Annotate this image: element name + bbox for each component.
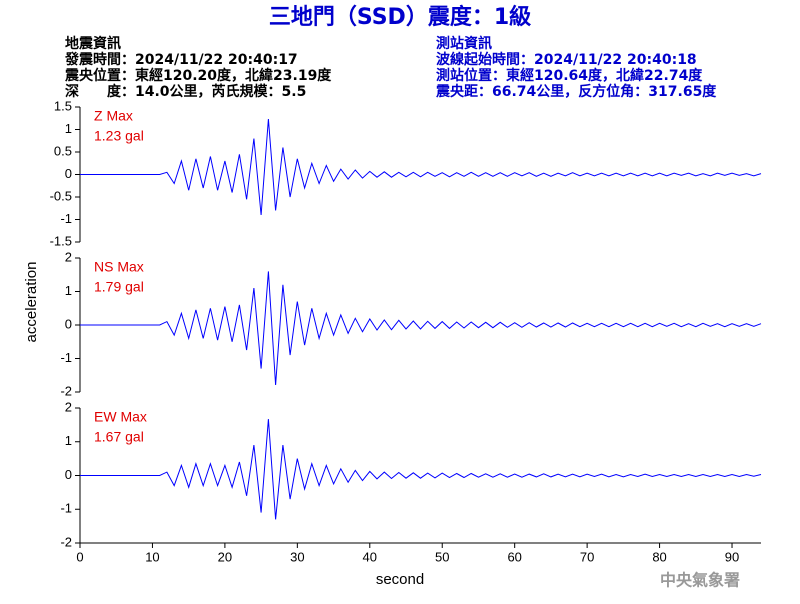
y-tick-label: 0.5 bbox=[54, 143, 72, 158]
x-tick-label: 60 bbox=[507, 549, 521, 564]
x-tick-label: 0 bbox=[76, 549, 83, 564]
waveform bbox=[80, 271, 762, 386]
y-tick-label: 0 bbox=[65, 166, 72, 181]
x-tick-label: 90 bbox=[725, 549, 739, 564]
series-name: EW Max bbox=[94, 409, 147, 425]
series-name: NS Max bbox=[94, 259, 144, 275]
watermark: 中央氣象署 bbox=[660, 571, 740, 590]
y-tick-label: 2 bbox=[65, 399, 72, 414]
waveform bbox=[80, 419, 762, 520]
info-right: 波線起始時間：2024/11/22 20:40:18 bbox=[436, 51, 697, 68]
x-tick-label: 10 bbox=[145, 549, 159, 564]
y-tick-label: -0.5 bbox=[50, 188, 72, 203]
x-tick-label: 50 bbox=[435, 549, 449, 564]
y-tick-label: 1.5 bbox=[54, 98, 72, 113]
y-tick-label: 1 bbox=[65, 121, 72, 136]
x-tick-label: 80 bbox=[652, 549, 666, 564]
series-annotation: 1.67 gal bbox=[94, 429, 144, 445]
x-tick-label: 30 bbox=[290, 549, 304, 564]
y-tick-label: 0 bbox=[65, 467, 72, 482]
chart-title: 三地門（SSD）震度：1級 bbox=[269, 4, 531, 30]
info-left: 地震資訊 bbox=[65, 35, 121, 52]
y-tick-label: -1.5 bbox=[50, 233, 72, 248]
info-right: 震央距：66.74公里，反方位角：317.65度 bbox=[435, 83, 717, 100]
x-tick-label: 70 bbox=[580, 549, 594, 564]
y-tick-label: -2 bbox=[60, 534, 72, 549]
y-tick-label: -1 bbox=[60, 211, 72, 226]
info-left: 深 度：14.0公里，芮氏規模：5.5 bbox=[65, 83, 306, 100]
info-right: 測站資訊 bbox=[436, 35, 492, 52]
series-annotation: 1.23 gal bbox=[94, 128, 144, 144]
y-tick-label: -1 bbox=[60, 501, 72, 516]
y-tick-label: 0 bbox=[65, 316, 72, 331]
y-tick-label: -1 bbox=[60, 350, 72, 365]
y-tick-label: 1 bbox=[65, 283, 72, 298]
y-tick-label: 1 bbox=[65, 433, 72, 448]
info-left: 震央位置：東經120.20度，北緯23.19度 bbox=[64, 67, 332, 84]
x-tick-label: 40 bbox=[363, 549, 377, 564]
info-left: 發震時間：2024/11/22 20:40:17 bbox=[64, 51, 298, 68]
waveform bbox=[80, 119, 762, 216]
y-tick-label: -2 bbox=[60, 383, 72, 398]
x-axis-label: second bbox=[376, 571, 424, 588]
y-axis-label: acceleration bbox=[23, 262, 40, 343]
y-tick-label: 2 bbox=[65, 249, 72, 264]
series-name: Z Max bbox=[94, 108, 133, 124]
series-annotation: 1.79 gal bbox=[94, 279, 144, 295]
info-right: 測站位置：東經120.64度，北緯22.74度 bbox=[436, 67, 703, 84]
x-tick-label: 20 bbox=[218, 549, 232, 564]
